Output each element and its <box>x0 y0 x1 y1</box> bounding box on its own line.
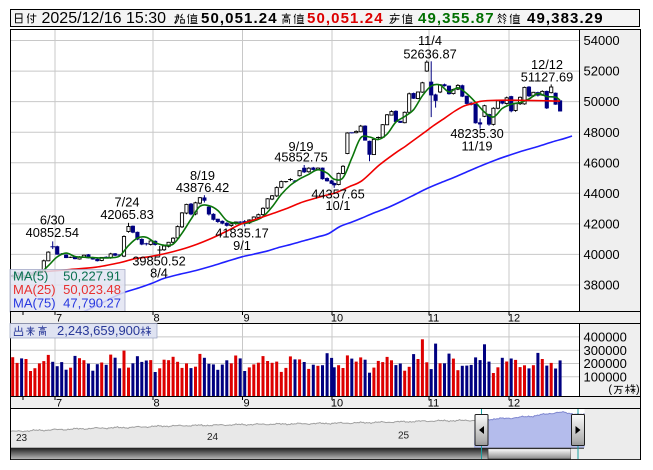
svg-text:50,051.24: 50,051.24 <box>307 10 384 27</box>
svg-text:52636.87: 52636.87 <box>403 46 456 61</box>
svg-text:9/1: 9/1 <box>233 238 251 253</box>
svg-text:46000: 46000 <box>584 155 620 170</box>
svg-text:42065.83: 42065.83 <box>100 207 153 222</box>
svg-text:38000: 38000 <box>584 278 620 293</box>
svg-text:52000: 52000 <box>584 64 620 79</box>
svg-text:54000: 54000 <box>584 33 620 48</box>
svg-text:MA(75): MA(75) <box>13 296 56 311</box>
svg-text:51127.69: 51127.69 <box>521 69 573 84</box>
svg-text:9/19: 9/19 <box>289 139 314 154</box>
svg-text:23: 23 <box>16 433 28 444</box>
svg-text:40000: 40000 <box>584 247 620 262</box>
svg-text:6/30: 6/30 <box>40 212 65 227</box>
svg-text:45852.75: 45852.75 <box>274 149 327 164</box>
svg-text:11: 11 <box>428 313 439 325</box>
svg-text:7: 7 <box>56 398 62 410</box>
svg-text:11/4: 11/4 <box>418 33 442 48</box>
svg-text:7: 7 <box>56 313 62 325</box>
svg-text:400000: 400000 <box>584 330 627 345</box>
svg-text:9: 9 <box>243 398 249 410</box>
svg-text:42000: 42000 <box>584 217 620 232</box>
svg-text:9: 9 <box>243 313 249 325</box>
svg-text:39850.52: 39850.52 <box>132 254 185 269</box>
svg-text:11: 11 <box>428 398 439 410</box>
svg-text:12: 12 <box>508 398 520 410</box>
svg-text:24: 24 <box>207 432 219 443</box>
svg-text:7/24: 7/24 <box>115 194 140 209</box>
svg-text:200000: 200000 <box>584 356 627 371</box>
svg-text:11/19: 11/19 <box>461 138 492 153</box>
svg-text:8: 8 <box>153 313 159 325</box>
svg-text:2,243,659,900: 2,243,659,900 <box>57 323 140 338</box>
svg-text:43876.42: 43876.42 <box>176 180 229 195</box>
svg-text:50,227.91: 50,227.91 <box>63 269 121 284</box>
svg-text:25: 25 <box>398 431 410 442</box>
svg-text:8/19: 8/19 <box>190 168 215 183</box>
svg-text:50,023.48: 50,023.48 <box>63 282 121 297</box>
svg-text:48000: 48000 <box>584 125 620 140</box>
svg-text:(: ( <box>608 384 612 396</box>
svg-text:300000: 300000 <box>584 343 627 358</box>
svg-text:50000: 50000 <box>584 94 620 109</box>
svg-text:49,355.87: 49,355.87 <box>418 10 495 27</box>
svg-text:49,383.29: 49,383.29 <box>527 10 604 27</box>
svg-text:MA(5): MA(5) <box>13 269 48 284</box>
svg-text:2025/12/16 15:30: 2025/12/16 15:30 <box>42 10 167 27</box>
svg-text:47,790.27: 47,790.27 <box>63 296 121 311</box>
svg-text:10: 10 <box>331 313 343 325</box>
svg-text:44357.65: 44357.65 <box>311 186 364 201</box>
svg-text:48235.30: 48235.30 <box>450 126 503 141</box>
svg-text:10: 10 <box>331 398 343 410</box>
svg-text:8/4: 8/4 <box>150 266 168 281</box>
svg-text:12: 12 <box>508 313 520 325</box>
svg-text:50,051.24: 50,051.24 <box>201 10 278 27</box>
svg-text:41835.17: 41835.17 <box>215 225 268 240</box>
svg-text:10/1: 10/1 <box>326 198 351 213</box>
svg-text:12/12: 12/12 <box>531 57 563 72</box>
svg-text:8: 8 <box>153 398 159 410</box>
svg-text:): ) <box>636 384 640 396</box>
svg-text:44000: 44000 <box>584 186 620 201</box>
svg-text:100000: 100000 <box>584 369 627 384</box>
svg-text:40852.54: 40852.54 <box>26 225 79 240</box>
svg-text:MA(25): MA(25) <box>13 282 56 297</box>
